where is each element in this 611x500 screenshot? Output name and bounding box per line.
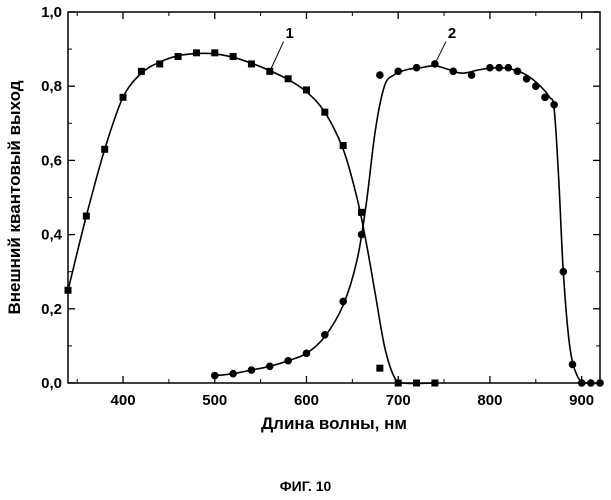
series-1-point	[193, 49, 200, 56]
series-1-point	[101, 146, 108, 153]
series-2-point	[394, 68, 402, 76]
series-2-label: 2	[448, 25, 456, 42]
series-2-point	[339, 298, 347, 306]
series-2-leader-line	[435, 42, 446, 64]
series-2-point	[284, 357, 292, 365]
y-tick-label: 0,2	[41, 301, 62, 318]
series-2-point	[560, 268, 568, 276]
series-2-point	[468, 71, 476, 79]
series-2-point	[569, 361, 577, 369]
data-markers	[65, 49, 604, 386]
series-2-point	[321, 331, 329, 339]
series-2-point	[541, 94, 549, 102]
series-2-point	[248, 366, 256, 374]
x-axis-title: Длина волны, нм	[261, 414, 407, 433]
series-1-point	[303, 86, 310, 93]
series-2-point	[514, 68, 522, 76]
figure-caption: ФИГ. 10	[0, 478, 611, 494]
x-tick-label: 600	[294, 392, 319, 409]
y-tick-label: 0,6	[41, 152, 62, 169]
series-1-point	[83, 213, 90, 220]
y-tick-label: 0,8	[41, 78, 62, 95]
series-1-point	[175, 53, 182, 60]
series-2-point	[229, 370, 237, 378]
series-2-point	[303, 350, 311, 358]
x-tick-label: 900	[569, 392, 594, 409]
y-axis-title: Внешний квантовый выход	[5, 80, 24, 314]
x-tick-label: 500	[202, 392, 227, 409]
series-1-point	[230, 53, 237, 60]
series-1-point	[211, 49, 218, 56]
series-1-point	[340, 142, 347, 149]
series-2-point	[532, 82, 540, 90]
series-labels: 12	[270, 25, 456, 71]
series-1-point	[138, 68, 145, 75]
series-2-point	[358, 231, 366, 239]
series-2-point	[495, 64, 503, 72]
series-1-point	[321, 109, 328, 116]
series-1-point	[248, 60, 255, 67]
series-2-point	[523, 75, 531, 83]
x-tick-label: 800	[477, 392, 502, 409]
x-tick-label: 400	[111, 392, 136, 409]
series-2-point	[376, 71, 384, 79]
series-2-point	[266, 363, 274, 371]
series-1-point	[358, 209, 365, 216]
series-1-point	[376, 365, 383, 372]
y-tick-label: 0,0	[41, 375, 62, 392]
series-2-point	[486, 64, 494, 72]
series-2-point	[413, 64, 421, 72]
series-2-line	[215, 66, 600, 384]
series-2-point	[449, 68, 457, 76]
series-1-point	[285, 75, 292, 82]
series-1-point	[156, 60, 163, 67]
series-curves	[68, 53, 600, 383]
y-axis: 0,0 0,2 0,4 0,6 0,8 1,0	[41, 4, 600, 392]
series-2-point	[550, 101, 558, 109]
series-1-leader-line	[270, 42, 284, 72]
series-1-label: 1	[286, 25, 294, 42]
series-2-point	[504, 64, 512, 72]
y-tick-label: 0,4	[41, 227, 63, 244]
y-tick-label: 1,0	[41, 4, 62, 21]
series-1-point	[120, 94, 127, 101]
x-tick-label: 700	[386, 392, 411, 409]
